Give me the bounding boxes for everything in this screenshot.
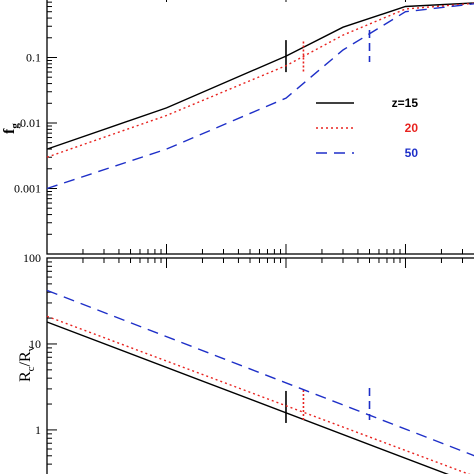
top-panel: 0.001 0.01 0.1 z=15 20 50 fg — [1, 0, 474, 255]
top-panel-ticks: 0.001 0.01 0.1 — [14, 0, 463, 255]
bottom-y-tick-label: 10 — [29, 337, 41, 351]
bottom-panel: 1 10 100 Rc/Rv — [17, 251, 474, 474]
bottom-y-tick-label: 1 — [35, 423, 41, 437]
top-panel-series — [46, 2, 474, 190]
bottom-series-2-line — [46, 315, 471, 474]
top-y-axis-title: fg — [1, 123, 21, 134]
bottom-plot-frame — [46, 257, 474, 474]
bottom-panel-frame — [46, 257, 474, 474]
bottom-panel-ticks: 1 10 100 — [23, 251, 463, 465]
top-y-tick-label: 0.001 — [14, 182, 41, 196]
legend-label-1: z=15 — [392, 96, 419, 110]
top-series-3-line — [46, 3, 474, 190]
top-series-1-line — [46, 2, 474, 150]
bottom-y-tick-label: 100 — [23, 251, 41, 265]
bottom-series-1-line — [46, 321, 449, 474]
bottom-series-3-line — [46, 289, 474, 457]
top-panel-y-title: fg — [1, 123, 21, 134]
legend-label-2: 20 — [405, 121, 419, 135]
legend-label-3: 50 — [405, 146, 419, 160]
top-y-tick-label: 0.1 — [26, 51, 41, 65]
top-series-2-line — [46, 2, 474, 158]
bottom-y-axis-title: Rc/Rv — [17, 345, 37, 382]
bottom-panel-series — [46, 289, 474, 474]
top-y-tick-label: 0.01 — [20, 116, 41, 130]
top-panel-legend: z=15 20 50 — [316, 96, 418, 160]
bottom-panel-y-title: Rc/Rv — [17, 345, 37, 382]
